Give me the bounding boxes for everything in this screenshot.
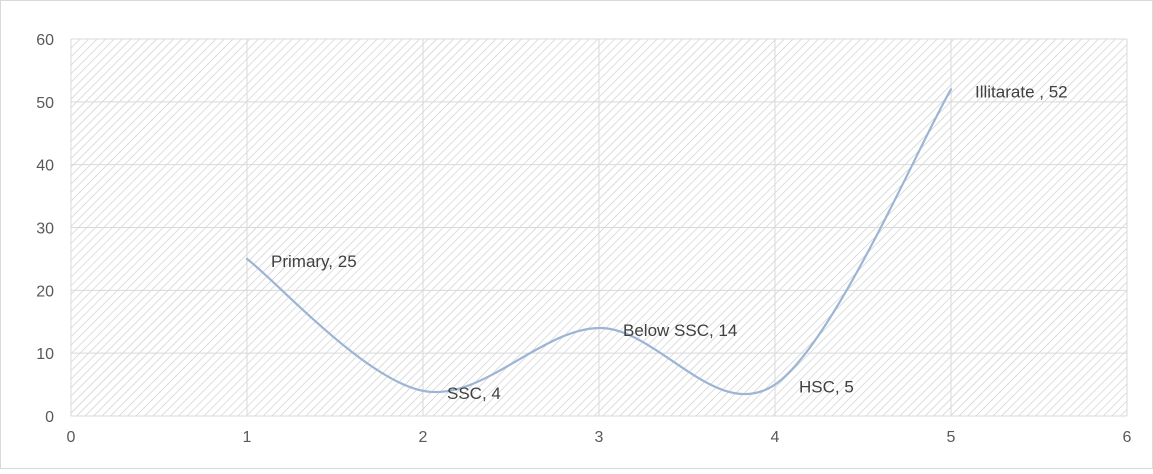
data-label: Primary, 25: [271, 252, 357, 271]
data-label: HSC, 5: [799, 378, 854, 397]
data-label: SSC, 4: [447, 384, 501, 403]
y-tick-label: 30: [36, 221, 54, 238]
y-tick-label: 50: [36, 95, 54, 112]
x-tick-label: 6: [1123, 429, 1132, 446]
data-label: Below SSC, 14: [623, 321, 737, 340]
x-tick-label: 3: [595, 429, 604, 446]
x-tick-label: 2: [419, 429, 428, 446]
y-tick-label: 60: [36, 32, 54, 49]
y-tick-label: 40: [36, 158, 54, 175]
y-tick-label: 20: [36, 283, 54, 300]
y-tick-label: 10: [36, 346, 54, 363]
x-tick-label: 4: [771, 429, 780, 446]
x-tick-label: 0: [67, 429, 76, 446]
x-tick-label: 5: [947, 429, 956, 446]
y-tick-label: 0: [45, 409, 54, 426]
x-tick-label: 1: [243, 429, 252, 446]
data-label: Illitarate , 52: [975, 82, 1068, 101]
